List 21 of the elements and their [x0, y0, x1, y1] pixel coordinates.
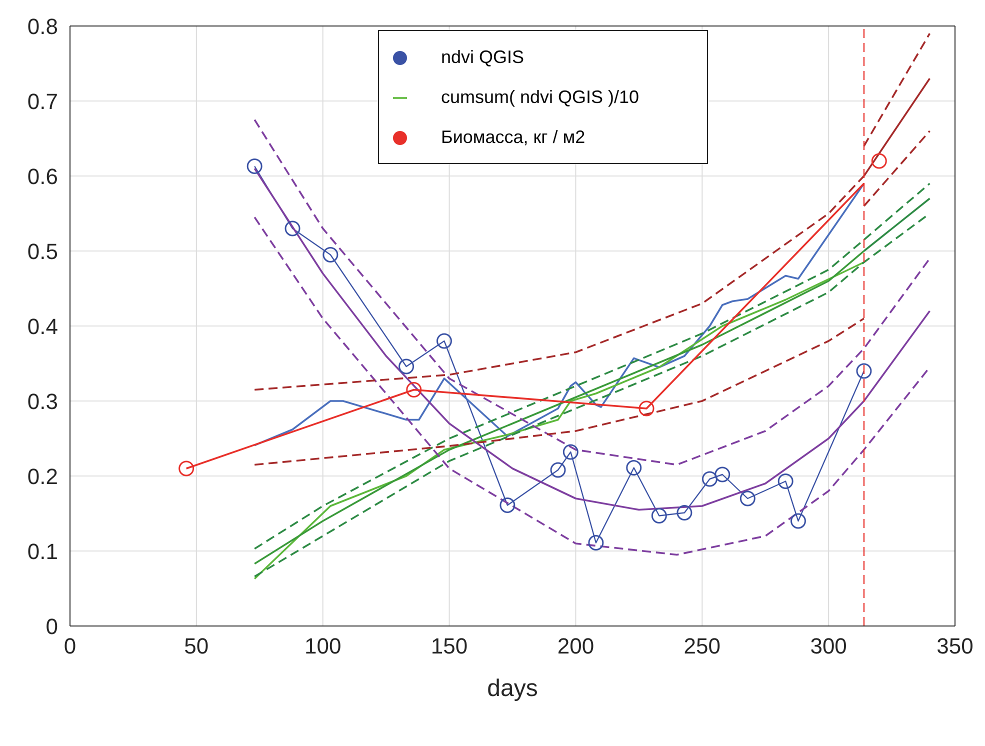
- y-tick-label: 0.8: [27, 14, 58, 39]
- y-tick-label: 0.7: [27, 88, 58, 114]
- y-tick-label: 0.5: [27, 238, 58, 264]
- y-tick-label: 0.3: [27, 388, 58, 414]
- x-axis-title: days: [487, 675, 538, 702]
- legend-label: Биомасса, кг / м2: [441, 127, 586, 147]
- legend-label: ndvi QGIS: [441, 47, 524, 67]
- x-tick-label: 0: [64, 634, 76, 659]
- y-tick-label: 0.1: [27, 538, 58, 564]
- x-tick-label: 300: [810, 634, 847, 659]
- x-tick-label: 250: [684, 634, 720, 659]
- x-tick-label: 200: [557, 634, 594, 659]
- x-tick-label: 50: [184, 634, 209, 659]
- x-tick-label: 350: [936, 634, 974, 659]
- y-tick-label: 0: [46, 614, 58, 639]
- y-tick-label: 0.6: [27, 164, 58, 189]
- x-tick-label: 100: [304, 634, 342, 659]
- y-tick-label: 0.4: [27, 314, 58, 339]
- legend-label: cumsum( ndvi QGIS )/10: [441, 87, 640, 107]
- x-tick-label: 150: [430, 634, 468, 659]
- y-tick-label: 0.2: [27, 464, 58, 489]
